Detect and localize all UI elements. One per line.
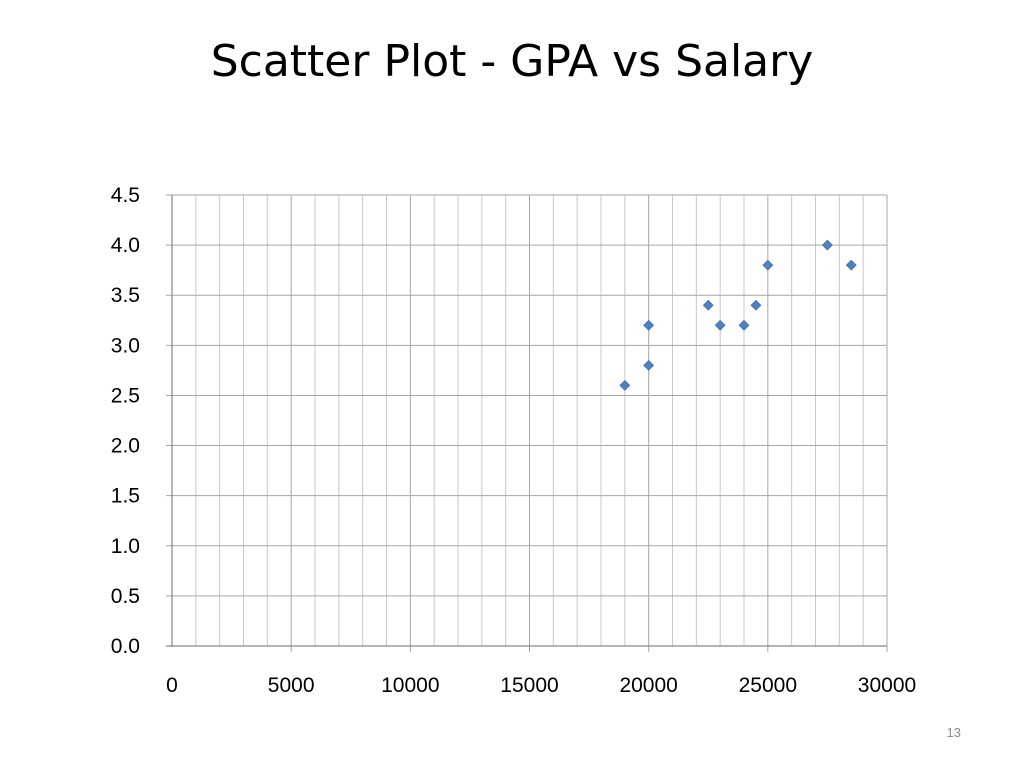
data-point bbox=[643, 319, 655, 331]
data-points bbox=[619, 239, 857, 391]
data-point bbox=[845, 259, 857, 271]
data-point bbox=[643, 359, 655, 371]
data-point bbox=[821, 239, 833, 251]
x-tick-label: 25000 bbox=[739, 674, 797, 697]
data-point bbox=[762, 259, 774, 271]
y-tick-label: 3.0 bbox=[111, 334, 140, 357]
page-number: 13 bbox=[946, 725, 961, 740]
data-point bbox=[702, 299, 714, 311]
data-point bbox=[750, 299, 762, 311]
data-point bbox=[619, 379, 631, 391]
x-tick-label: 0 bbox=[166, 674, 178, 697]
y-tick-label: 3.5 bbox=[111, 284, 140, 307]
y-axis-tick-labels: 0.0 0.5 1.0 1.5 2.0 2.5 3.0 3.5 4.0 4.5 bbox=[111, 184, 140, 658]
chart-axes bbox=[166, 195, 887, 647]
x-tick-label: 30000 bbox=[858, 674, 916, 697]
chart-minor-gridlines bbox=[195, 195, 864, 646]
x-tick-label: 5000 bbox=[268, 674, 315, 697]
data-point bbox=[714, 319, 726, 331]
data-point bbox=[738, 319, 750, 331]
y-tick-label: 0.0 bbox=[111, 635, 140, 658]
x-tick-label: 20000 bbox=[619, 674, 677, 697]
y-tick-label: 2.5 bbox=[111, 384, 140, 407]
y-tick-label: 2.0 bbox=[111, 435, 140, 458]
y-tick-label: 1.0 bbox=[111, 535, 140, 558]
x-tick-label: 15000 bbox=[500, 674, 558, 697]
chart-major-gridlines bbox=[166, 194, 888, 652]
y-tick-label: 1.5 bbox=[111, 485, 140, 508]
y-tick-label: 0.5 bbox=[111, 585, 140, 608]
x-axis-tick-labels: 0 5000 10000 15000 20000 25000 30000 bbox=[166, 674, 916, 697]
slide-title: Scatter Plot - GPA vs Salary bbox=[210, 36, 814, 87]
x-tick-label: 10000 bbox=[381, 674, 439, 697]
y-tick-label: 4.0 bbox=[111, 234, 140, 257]
y-tick-label: 4.5 bbox=[111, 184, 140, 207]
